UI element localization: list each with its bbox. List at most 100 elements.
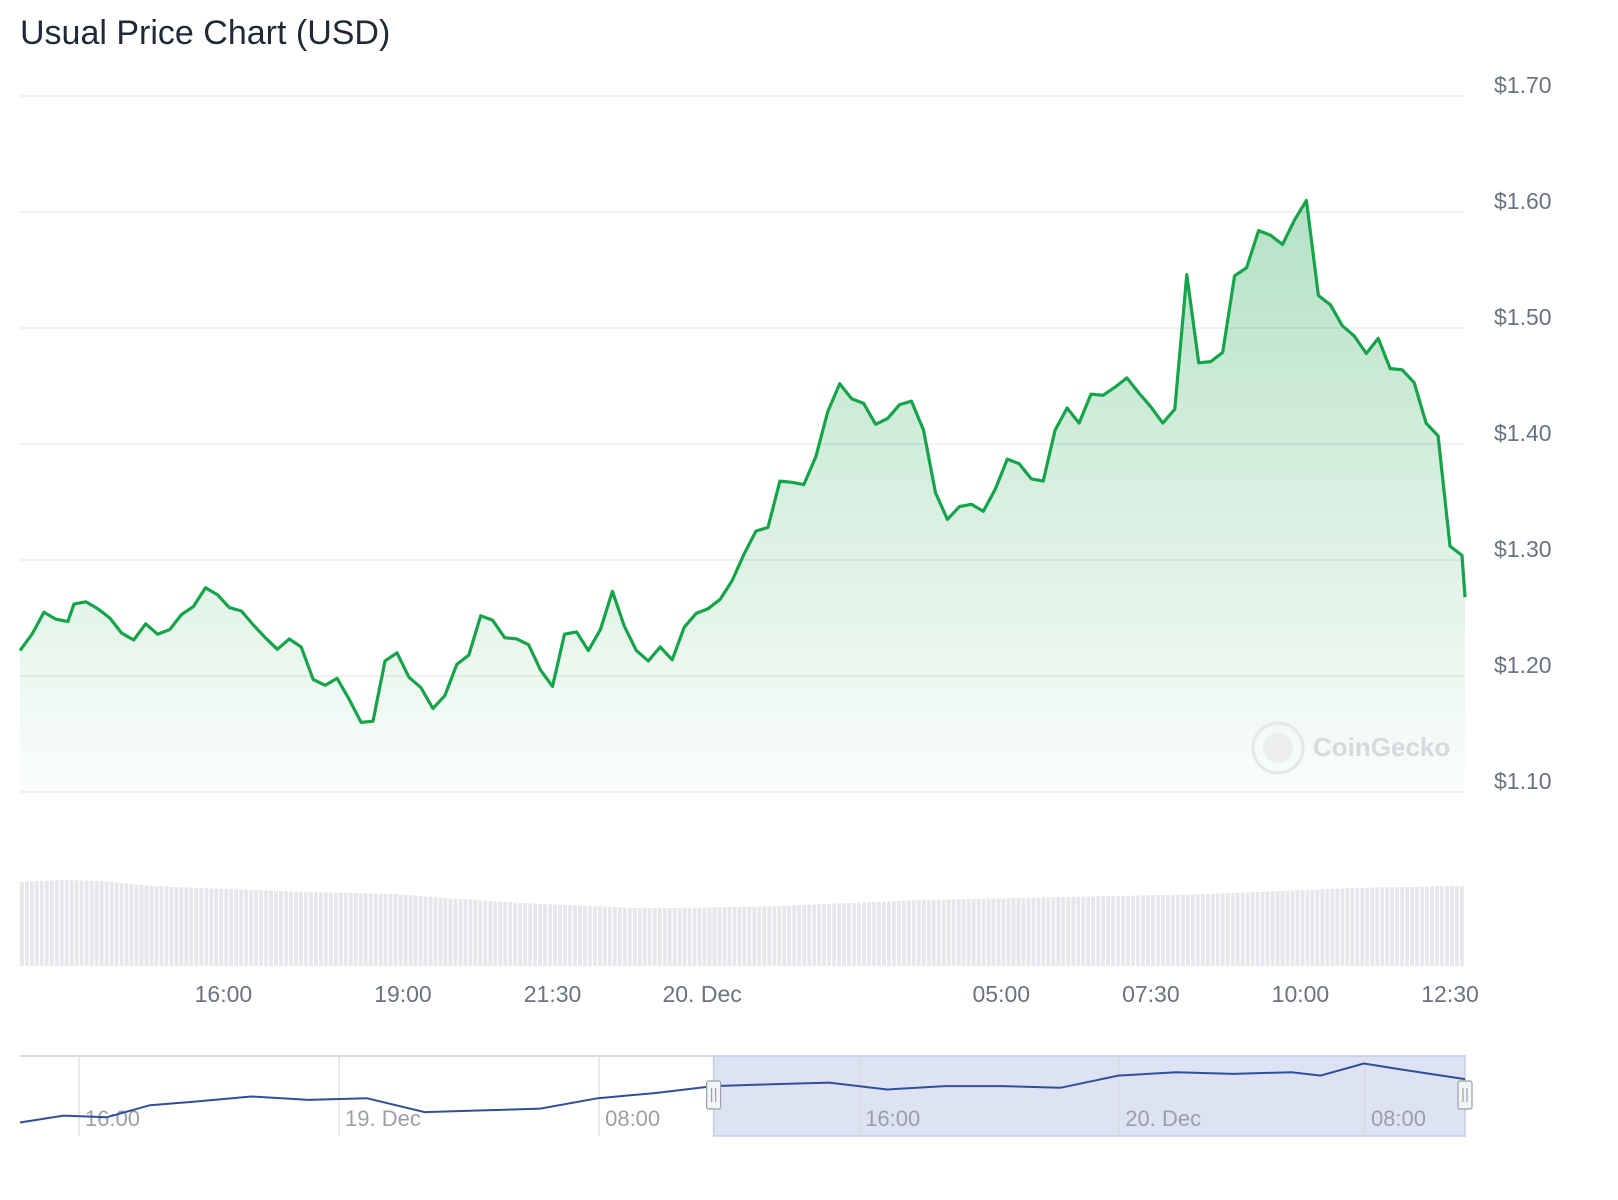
volume-bar	[289, 891, 293, 966]
volume-bar	[1370, 887, 1375, 966]
volume-bar	[423, 896, 428, 966]
volume-bar	[906, 900, 911, 966]
volume-bar	[717, 907, 722, 966]
volume-bar	[1031, 897, 1036, 966]
volume-bar	[852, 902, 856, 966]
navigator-left-handle[interactable]	[705, 1080, 722, 1110]
volume-bar	[926, 899, 931, 966]
volume-bar	[637, 908, 642, 966]
volume-bar	[1001, 898, 1006, 966]
volume-bar	[1186, 894, 1190, 966]
volume-bar	[578, 905, 582, 966]
volume-bar	[1051, 897, 1056, 966]
volume-bar	[129, 884, 134, 966]
volume-bar	[84, 880, 89, 966]
volume-bar	[164, 886, 169, 966]
volume-bar	[782, 905, 787, 966]
volume-bar	[1390, 887, 1395, 966]
volume-bar	[1315, 889, 1320, 966]
volume-bar	[976, 898, 981, 966]
y-tick-label: $1.50	[1494, 304, 1552, 330]
volume-bar	[642, 908, 647, 966]
volume-bar	[214, 888, 219, 966]
volume-bar	[353, 893, 358, 966]
volume-bar	[438, 897, 443, 966]
volume-bar	[1116, 895, 1120, 966]
volume-bar	[1295, 890, 1300, 966]
x-tick-label: 10:00	[1272, 981, 1330, 1007]
volume-bar	[513, 902, 518, 966]
volume-bar	[408, 895, 413, 966]
price-area	[20, 200, 1465, 792]
volume-bar	[1455, 886, 1459, 966]
volume-bar	[1440, 886, 1444, 966]
volume-bar	[966, 899, 971, 966]
volume-bar	[603, 906, 607, 966]
volume-bar	[1111, 896, 1115, 966]
volume-bar	[358, 893, 363, 966]
volume-bar	[702, 907, 707, 966]
navigator-selection[interactable]	[712, 1055, 1466, 1137]
volume-bar	[448, 898, 453, 966]
volume-bar	[1041, 897, 1046, 966]
volume-bar	[304, 892, 308, 966]
y-tick-label: $1.40	[1494, 420, 1552, 446]
navigator-line	[19, 1062, 1466, 1124]
volume-bar	[1021, 897, 1026, 966]
volume-bar	[259, 890, 263, 966]
volume-bar	[862, 902, 866, 966]
volume-bar	[1036, 897, 1041, 966]
volume-bar	[1290, 890, 1295, 966]
volume-bar	[328, 892, 333, 966]
volume-bar	[528, 903, 532, 966]
volume-bar	[622, 907, 627, 966]
volume-bar	[568, 905, 572, 966]
volume-bar	[1450, 886, 1454, 966]
volume-bar	[847, 903, 851, 966]
volume-bar	[1325, 889, 1330, 966]
volume-bar	[94, 880, 99, 966]
volume-bar	[1320, 889, 1325, 966]
volume-bar	[319, 892, 323, 966]
volume-bar	[1081, 896, 1086, 966]
navigator-tick-label: 08:00	[1371, 1106, 1426, 1131]
chart-title: Usual Price Chart (USD)	[20, 14, 391, 52]
volume-bar	[204, 888, 209, 966]
volume-bar	[1166, 894, 1170, 966]
volume-bar	[493, 901, 498, 966]
price-line[interactable]	[18, 198, 1467, 724]
volume-bar	[34, 881, 39, 966]
volume-bar	[149, 886, 154, 966]
x-tick-label: 21:30	[524, 981, 582, 1007]
volume-bar	[284, 891, 288, 966]
volume-bar	[1405, 886, 1409, 966]
volume-bar	[114, 882, 119, 966]
y-tick-label: $1.30	[1494, 536, 1552, 562]
volume-bar	[299, 892, 303, 966]
volume-bar	[627, 907, 632, 966]
volume-bar	[832, 903, 836, 966]
volume-bar	[174, 887, 179, 966]
volume-bar	[1126, 895, 1130, 966]
volume-bar	[64, 880, 69, 966]
volume-bar	[956, 899, 961, 966]
volume-bar	[936, 899, 941, 966]
volume-bar	[1106, 896, 1110, 966]
volume-bar	[274, 891, 278, 966]
volume-bar	[921, 900, 926, 966]
volume-bar	[1305, 889, 1310, 966]
volume-bar	[139, 885, 144, 966]
volume-bar	[79, 880, 84, 966]
volume-bar	[608, 906, 612, 966]
volume-bar	[134, 884, 139, 966]
volume-bar	[279, 891, 283, 966]
volume-bar	[1430, 886, 1434, 966]
volume-bar	[54, 880, 59, 966]
volume-bar	[323, 892, 328, 966]
volume-bar	[74, 880, 79, 966]
volume-bar	[1190, 894, 1195, 966]
navigator-right-handle[interactable]	[1457, 1080, 1473, 1110]
volume-bar	[1225, 893, 1230, 966]
volume-bar	[652, 908, 657, 966]
